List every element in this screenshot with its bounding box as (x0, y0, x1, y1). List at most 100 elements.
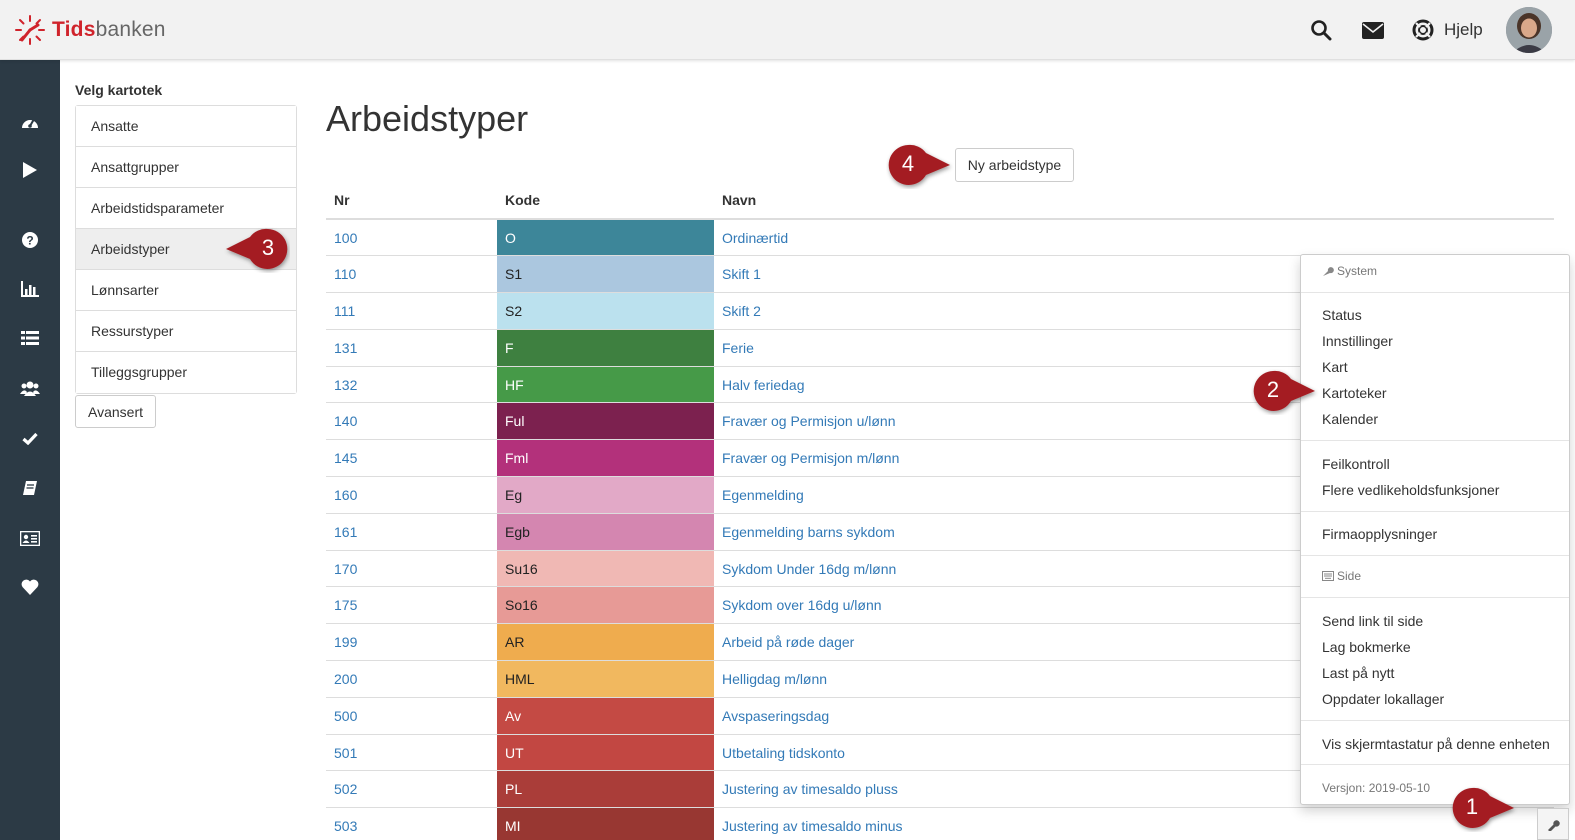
main-sidebar: ? (0, 60, 60, 840)
menu-item-kalender[interactable]: Kalender (1322, 411, 1379, 427)
menu-item-kart[interactable]: Kart (1322, 359, 1348, 375)
bar-chart-icon[interactable] (18, 277, 42, 301)
keyboard-icon (1322, 571, 1334, 581)
row-nr-link[interactable]: 140 (326, 402, 497, 440)
kartotek-item-tilleggsgrupper[interactable]: Tilleggsgrupper (76, 352, 296, 393)
row-navn-link[interactable]: Justering av timesaldo minus (714, 807, 1554, 840)
avatar[interactable] (1506, 7, 1552, 53)
dashboard-icon[interactable] (18, 110, 42, 134)
row-nr-link[interactable]: 199 (326, 623, 497, 661)
row-nr-link[interactable]: 100 (326, 218, 497, 256)
play-icon[interactable] (18, 158, 42, 182)
menu-item-innstillinger[interactable]: Innstillinger (1322, 333, 1393, 349)
logo-text-red: Tids (52, 18, 96, 41)
question-icon[interactable]: ? (18, 228, 42, 252)
system-menu: System Status Innstillinger Kart Kartote… (1300, 254, 1570, 805)
id-card-icon[interactable] (18, 526, 42, 550)
kartotek-item-lonnsarter[interactable]: Lønnsarter (76, 270, 296, 311)
menu-header-system-label: System (1337, 264, 1378, 278)
row-navn-link[interactable]: Ordinærtid (714, 218, 1554, 256)
column-header-nr[interactable]: Nr (326, 182, 497, 220)
kartotek-item-ansatte[interactable]: Ansatte (76, 106, 296, 147)
row-kode-cell: UT (497, 733, 714, 771)
menu-item-firmaopplysninger[interactable]: Firmaopplysninger (1322, 526, 1438, 542)
row-nr-link[interactable]: 110 (326, 255, 497, 293)
row-kode-cell: Eg (497, 476, 714, 514)
kartotek-item-ressurstyper[interactable]: Ressurstyper (76, 311, 296, 352)
callout-marker: 1 (1450, 786, 1518, 835)
row-nr-link[interactable]: 161 (326, 512, 497, 551)
menu-header-system: System (1322, 264, 1377, 278)
row-nr-link[interactable]: 500 (326, 696, 497, 735)
table-header-row: Nr Kode Navn (326, 182, 1554, 220)
wrench-icon (1547, 819, 1560, 831)
row-kode-cell: So16 (497, 586, 714, 624)
callout-number: 2 (1266, 377, 1280, 402)
menu-item-kartoteker[interactable]: Kartoteker (1322, 385, 1387, 401)
row-kode-cell: O (497, 218, 714, 256)
menu-divider (1301, 720, 1569, 721)
help-link[interactable]: Hjelp (1444, 20, 1483, 39)
table-row[interactable]: 131 F Ferie (326, 328, 1554, 367)
callout-marker: 3 (222, 227, 290, 276)
settings-wrench-button[interactable] (1537, 808, 1569, 840)
row-kode-cell: S1 (497, 255, 714, 293)
row-nr-link[interactable]: 501 (326, 733, 497, 771)
logo[interactable]: Tidsbanken (14, 14, 166, 46)
menu-divider (1301, 292, 1569, 293)
check-icon[interactable] (18, 426, 42, 450)
search-icon[interactable] (1309, 18, 1333, 42)
users-icon[interactable] (18, 376, 42, 400)
new-worktype-button[interactable]: Ny arbeidstype (955, 148, 1074, 182)
row-kode-cell: HML (497, 660, 714, 698)
menu-divider (1301, 555, 1569, 556)
row-nr-link[interactable]: 160 (326, 476, 497, 514)
logo-icon (14, 14, 46, 46)
column-header-navn[interactable]: Navn (714, 182, 1554, 220)
advanced-button[interactable]: Avansert (75, 395, 156, 428)
menu-item-status[interactable]: Status (1322, 307, 1362, 323)
row-kode-cell: Egb (497, 512, 714, 551)
row-nr-link[interactable]: 131 (326, 328, 497, 367)
callout-number: 3 (261, 235, 275, 260)
row-nr-link[interactable]: 111 (326, 292, 497, 330)
callout-number: 4 (901, 151, 915, 176)
menu-item-feilkontroll[interactable]: Feilkontroll (1322, 456, 1390, 472)
table-row[interactable]: 503 MI Justering av timesaldo minus (326, 807, 1554, 840)
menu-item-reload[interactable]: Last på nytt (1322, 665, 1395, 681)
table-row[interactable]: 175 So16 Sykdom over 16dg u/lønn (326, 586, 1554, 624)
list-icon[interactable] (18, 326, 42, 350)
kartotek-item-arbeidstidsparameter[interactable]: Arbeidstidsparameter (76, 188, 296, 229)
row-nr-link[interactable]: 502 (326, 770, 497, 808)
callout-number: 1 (1465, 794, 1479, 819)
kartotek-item-ansattgrupper[interactable]: Ansattgrupper (76, 147, 296, 188)
menu-item-send-link[interactable]: Send link til side (1322, 613, 1424, 629)
mail-icon[interactable] (1361, 18, 1385, 42)
row-nr-link[interactable]: 200 (326, 660, 497, 698)
book-icon[interactable] (18, 476, 42, 500)
wrench-icon (1323, 267, 1334, 276)
page-title: Arbeidstyper (326, 98, 529, 139)
menu-item-vedlikehold[interactable]: Flere vedlikeholdsfunksjoner (1322, 482, 1500, 498)
svg-text:?: ? (26, 234, 33, 248)
column-header-kode[interactable]: Kode (497, 182, 714, 220)
logo-text-grey: banken (95, 18, 166, 41)
menu-item-update-local-storage[interactable]: Oppdater lokallager (1322, 691, 1445, 707)
row-nr-link[interactable]: 175 (326, 586, 497, 624)
menu-header-side-label: Side (1337, 569, 1362, 583)
menu-item-onscreen-keyboard[interactable]: Vis skjermtastatur på denne enheten (1322, 736, 1550, 752)
menu-item-bookmark[interactable]: Lag bokmerke (1322, 639, 1411, 655)
row-nr-link[interactable]: 132 (326, 365, 497, 403)
kartotek-list: Ansatte Ansattgrupper Arbeidstidsparamet… (75, 105, 297, 394)
lifebuoy-icon[interactable] (1411, 18, 1435, 42)
callout-marker: 4 (886, 143, 954, 192)
table-row[interactable]: 100 O Ordinærtid (326, 218, 1554, 256)
row-kode-cell: PL (497, 770, 714, 808)
row-kode-cell: F (497, 328, 714, 367)
row-nr-link[interactable]: 145 (326, 439, 497, 477)
row-nr-link[interactable]: 170 (326, 549, 497, 587)
row-kode-cell: AR (497, 623, 714, 661)
row-nr-link[interactable]: 503 (326, 807, 497, 840)
heart-icon[interactable] (18, 575, 42, 599)
top-bar: Tidsbanken Hjelp (0, 0, 1575, 60)
